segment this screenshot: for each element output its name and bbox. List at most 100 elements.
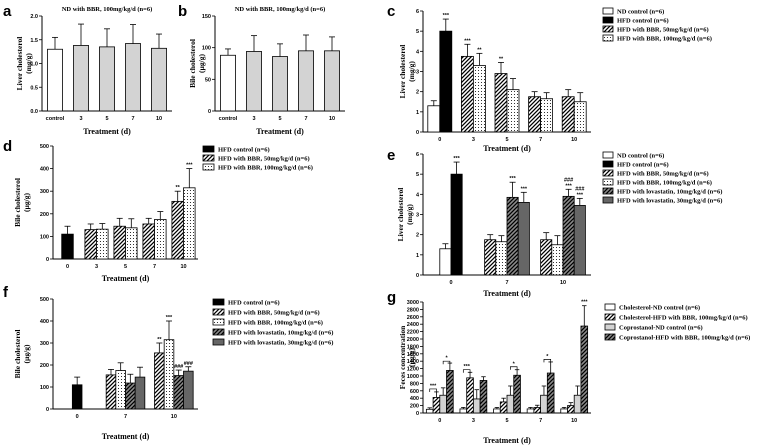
y-tick-label: 2.0 xyxy=(30,14,38,20)
legend-label: Coprostanol-ND control (n=6) xyxy=(619,325,703,332)
y-axis-label: Bile cholesterol(µg/g) xyxy=(13,330,31,379)
bar xyxy=(47,48,63,112)
y-tick-label: 1000 xyxy=(407,374,419,380)
bar xyxy=(73,45,89,112)
significance-label: *** xyxy=(430,383,437,389)
x-tick-label: 10 xyxy=(571,418,577,424)
panel-c: c Liver cholesterol(mg/g) Treatment (d) 0 1 2… xyxy=(387,3,712,153)
legend-label: HFD with lovastatin, 30mg/kg/d (n=6) xyxy=(228,340,333,347)
bar xyxy=(533,407,542,414)
bar xyxy=(494,73,508,133)
y-axis-label-unit: (µg/g) xyxy=(407,348,416,367)
significance-bracket xyxy=(429,388,437,392)
legend-label: Cholesterol-HFD with BBR, 100mg/kg/d (n=… xyxy=(619,315,748,322)
significance-label: ### xyxy=(564,177,573,183)
significance-label: *** xyxy=(463,364,470,370)
bar xyxy=(171,200,184,260)
legend-swatch xyxy=(602,169,614,177)
significance-label: *** xyxy=(509,176,516,182)
significance-label: ** xyxy=(499,56,504,62)
x-tick-label: 5 xyxy=(505,418,508,424)
y-tick-label: 200 xyxy=(410,404,419,410)
legend-label: HFD with BBR, 100mg/kg/d (n=6) xyxy=(218,165,313,172)
bar xyxy=(439,30,453,133)
y-tick-label: 0 xyxy=(46,257,49,263)
y-tick-label: 200 xyxy=(40,363,49,369)
legend: Cholesterol-ND control (n=6) Cholesterol-… xyxy=(604,303,750,342)
bar xyxy=(526,408,535,414)
y-axis-label: Feces concentration(µg/g) xyxy=(398,325,416,389)
y-tick-label: 800 xyxy=(410,381,419,387)
x-tick-label: 7 xyxy=(539,418,542,424)
legend-swatch xyxy=(602,7,614,15)
panel-a: a ND with BBR, 100mg/kg/d (n=6) Liver chol… xyxy=(3,3,172,136)
bar xyxy=(460,55,474,133)
x-tick-label: 0 xyxy=(449,280,452,286)
x-tick-label: 0 xyxy=(438,418,441,424)
y-axis-label-main: Liver cholesterol xyxy=(398,45,407,99)
y-tick-label: 3 xyxy=(416,70,419,76)
significance-label: *** xyxy=(166,315,173,321)
significance-label: *** xyxy=(453,156,460,162)
legend-label: HFD with BBR, 50mg/kg/d (n=6) xyxy=(228,310,320,317)
x-tick-label: 5 xyxy=(505,137,508,143)
bar xyxy=(573,205,586,276)
panel-b: b ND with BBR, 100mg/kg/d (n=6) Bile chole… xyxy=(178,3,345,136)
bar xyxy=(298,50,314,112)
bar xyxy=(499,401,508,414)
y-axis-label: Liver cholesterol(mg/g) xyxy=(398,45,416,99)
y-tick-label: 500 xyxy=(40,297,49,303)
y-tick-label: 1400 xyxy=(407,359,419,365)
y-tick-label: 3 xyxy=(416,213,419,219)
legend-swatch xyxy=(202,154,215,162)
panel-letter-e: e xyxy=(387,147,395,164)
legend-swatch xyxy=(602,178,614,186)
y-axis-label-unit: (µg/g) xyxy=(197,54,206,73)
x-axis-label: Treatment (d) xyxy=(483,144,531,153)
significance-label: ** xyxy=(176,185,181,191)
bar xyxy=(154,352,165,410)
bar xyxy=(99,46,115,112)
significance-label: *** xyxy=(186,163,193,169)
y-tick-label: 50 xyxy=(205,77,211,83)
bar xyxy=(142,223,155,260)
panel-letter-b: b xyxy=(178,3,187,20)
legend-swatch xyxy=(602,34,614,42)
y-tick-label: 1 xyxy=(416,253,419,259)
y-tick-label: 300 xyxy=(40,189,49,195)
x-tick-label: 0 xyxy=(438,137,441,143)
y-axis-label-unit: (µg/g) xyxy=(22,193,31,212)
x-axis-label: Treatment (d) xyxy=(483,436,531,445)
chart-title: ND with BBR, 100mg/kg/d (n=6) xyxy=(235,6,326,13)
y-tick-label: 300 xyxy=(40,341,49,347)
x-tick-label: 10 xyxy=(171,414,177,420)
y-axis-label-main: Bile cholesterol xyxy=(188,39,197,88)
y-tick-label: 3000 xyxy=(407,300,419,306)
legend-swatch xyxy=(212,308,225,316)
bar xyxy=(105,374,117,410)
y-tick-label: 0.5 xyxy=(30,85,38,91)
bar xyxy=(173,375,184,410)
bar xyxy=(154,219,167,260)
legend-swatch xyxy=(212,298,225,306)
significance-label: *** xyxy=(521,186,528,192)
significance-label: * xyxy=(513,361,516,367)
significance-label: *** xyxy=(581,300,588,306)
legend-swatch xyxy=(602,196,614,204)
y-tick-label: 4 xyxy=(416,192,420,198)
y-axis-label-unit: (µg/g) xyxy=(22,344,31,363)
bar xyxy=(484,239,497,276)
y-tick-label: 5 xyxy=(416,172,419,178)
y-tick-label: 100 xyxy=(40,234,49,240)
bar xyxy=(562,195,575,276)
significance-label: ** xyxy=(157,337,162,343)
significance-bracket xyxy=(462,369,471,373)
y-axis-label: Liver cholesterol(mg/g) xyxy=(396,188,414,242)
legend-label: HFD with BBR, 50mg/kg/d (n=6) xyxy=(218,156,310,163)
bar xyxy=(427,105,441,133)
bar xyxy=(506,394,515,414)
y-axis-label-unit: (mg/g) xyxy=(405,204,414,225)
bar xyxy=(125,382,136,410)
y-axis-label-main: Bile cholesterol xyxy=(13,330,22,379)
bar xyxy=(432,397,441,414)
